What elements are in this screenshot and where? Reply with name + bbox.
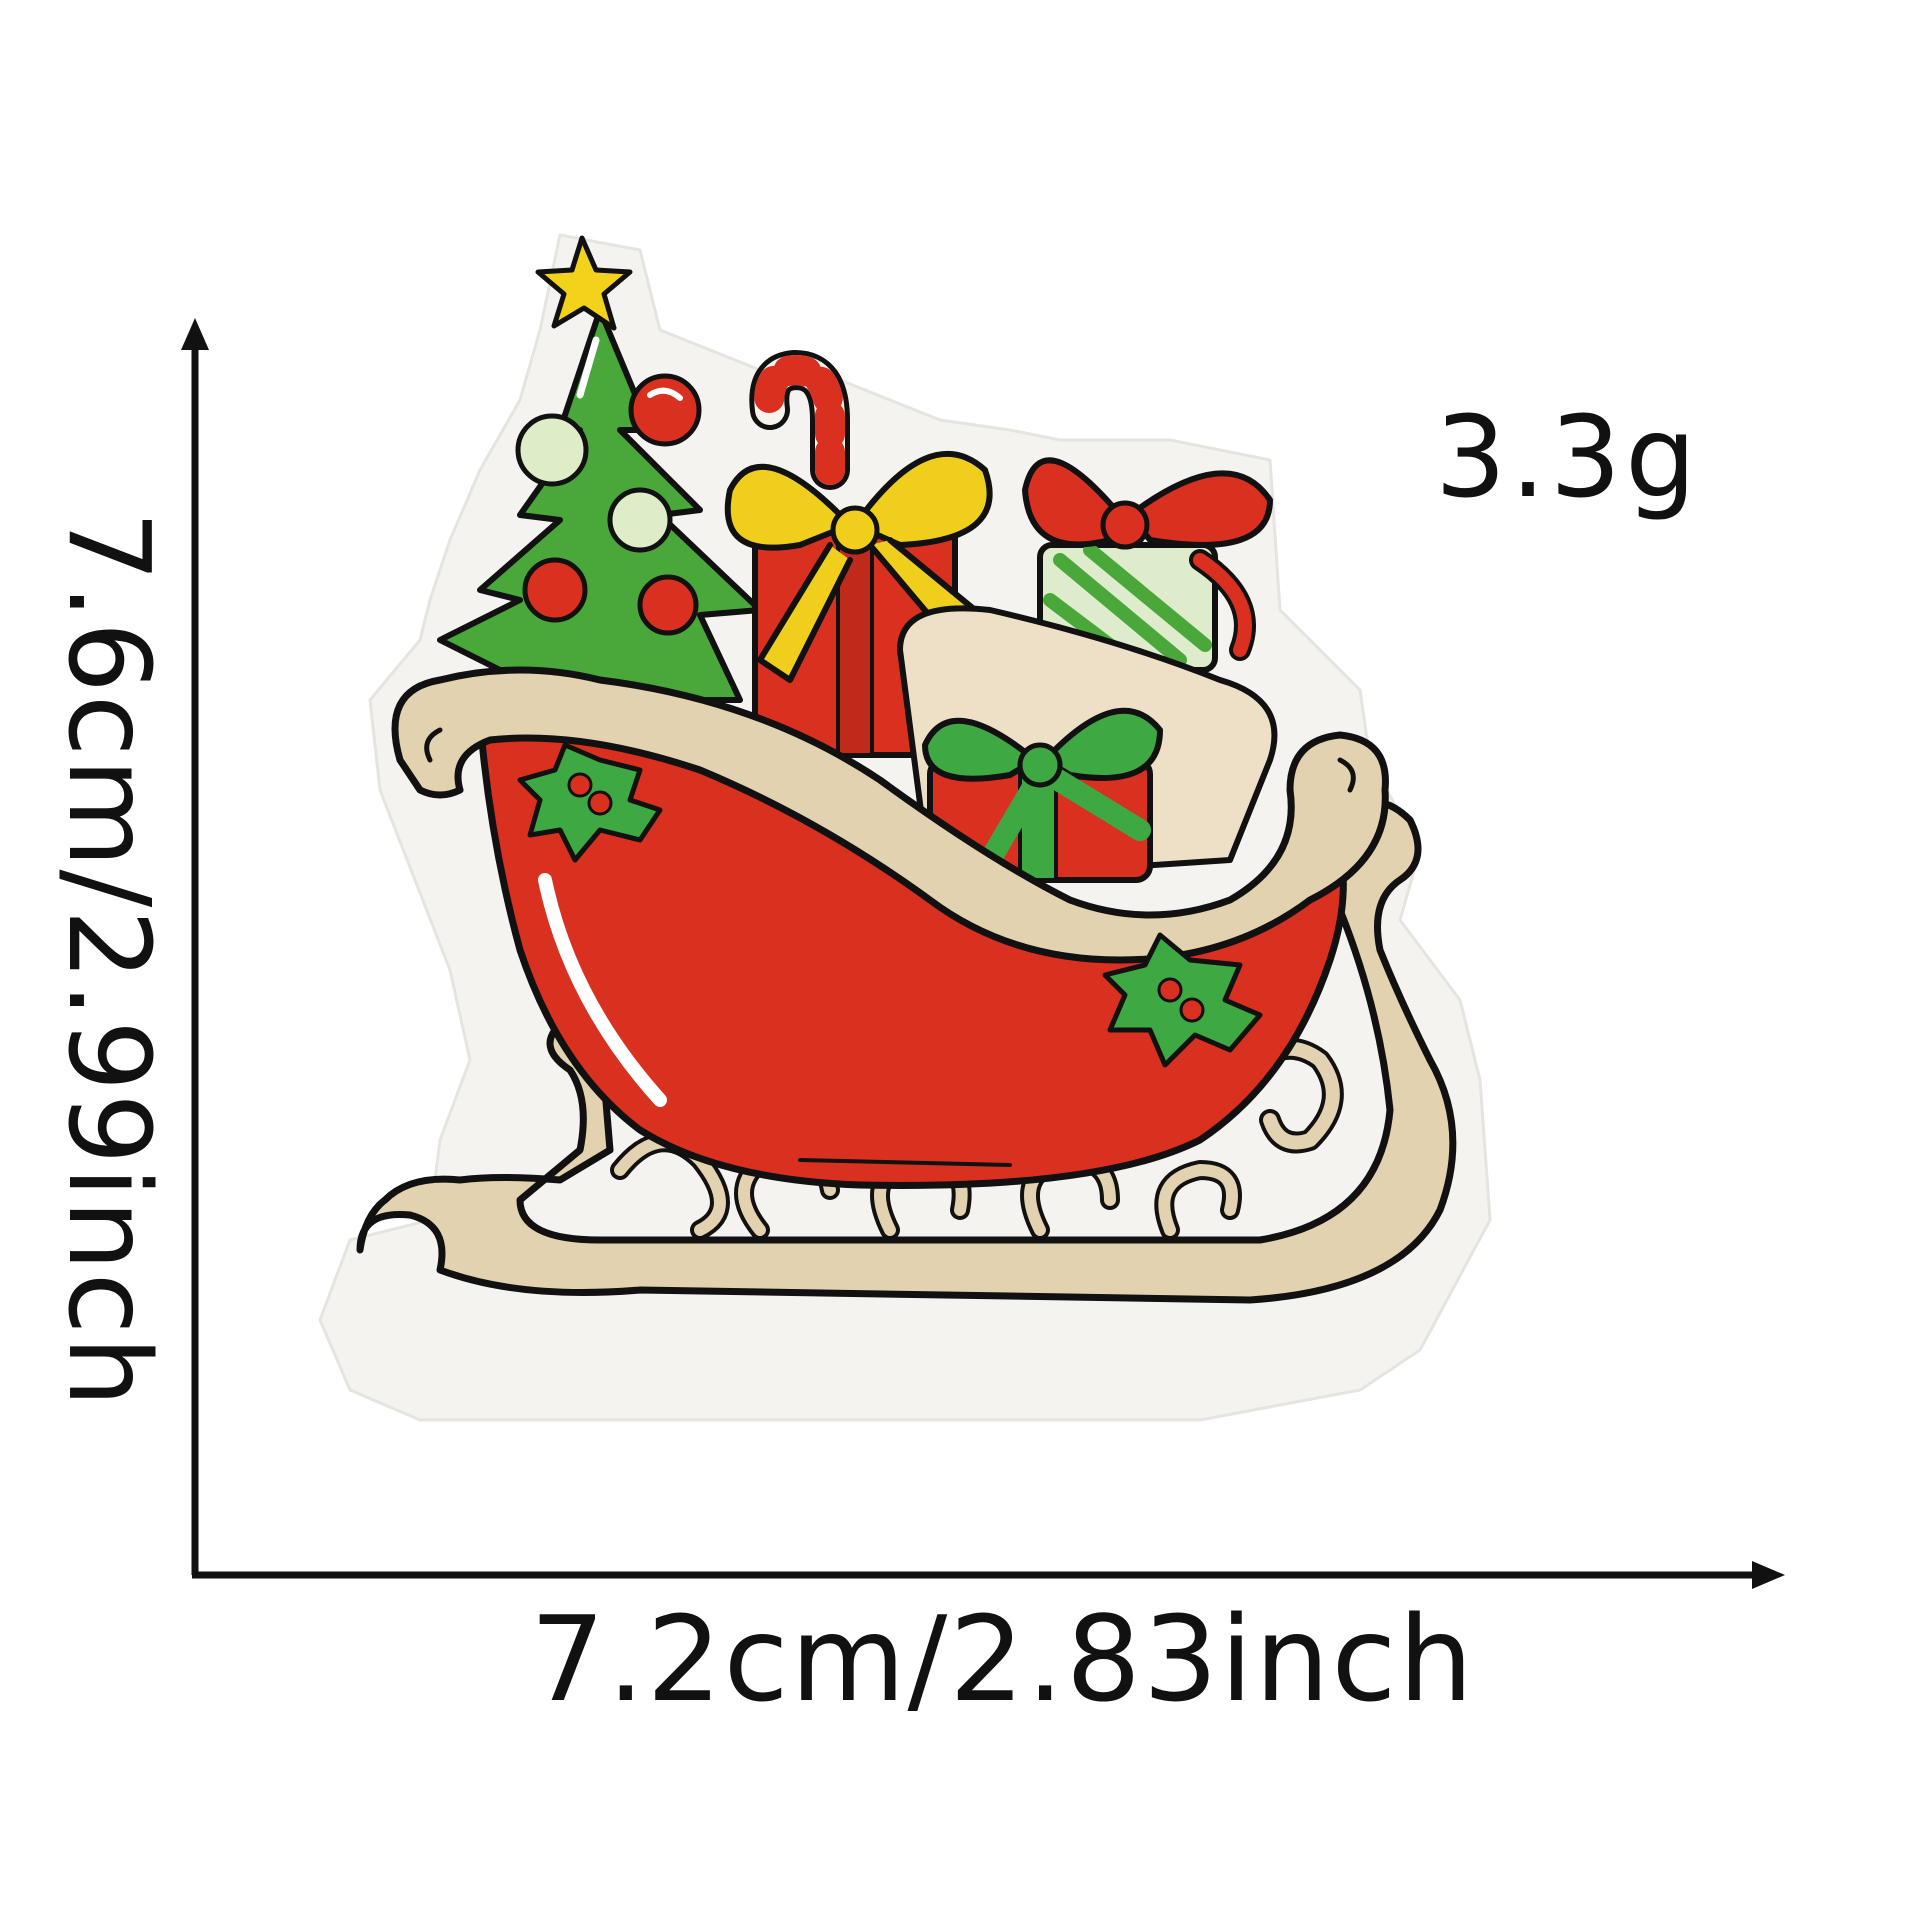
star-icon [535, 235, 633, 331]
width-dimension-label: 7.2cm/2.83inch [530, 1590, 1476, 1728]
dimension-axes [181, 318, 1785, 1589]
ornament-pale [607, 487, 673, 553]
arrow-up-icon [181, 318, 209, 350]
ornament-red [637, 574, 699, 636]
holly-icon [1102, 932, 1263, 1068]
ornament-red [628, 373, 702, 447]
christmas-tree-icon [437, 307, 763, 703]
arrow-right-icon [1752, 1561, 1785, 1589]
gift-box-icon [1022, 457, 1273, 675]
holly-icon [517, 742, 663, 863]
ornament-red [522, 557, 588, 623]
height-dimension-label: 7.6cm/2.99inch [43, 510, 173, 1410]
weight-label: 3.3g [1435, 393, 1701, 523]
sleigh-trim [391, 666, 1389, 964]
sleigh-patch [318, 233, 1492, 1422]
ornament-pale [515, 413, 589, 487]
candy-cane-icon [749, 350, 850, 490]
